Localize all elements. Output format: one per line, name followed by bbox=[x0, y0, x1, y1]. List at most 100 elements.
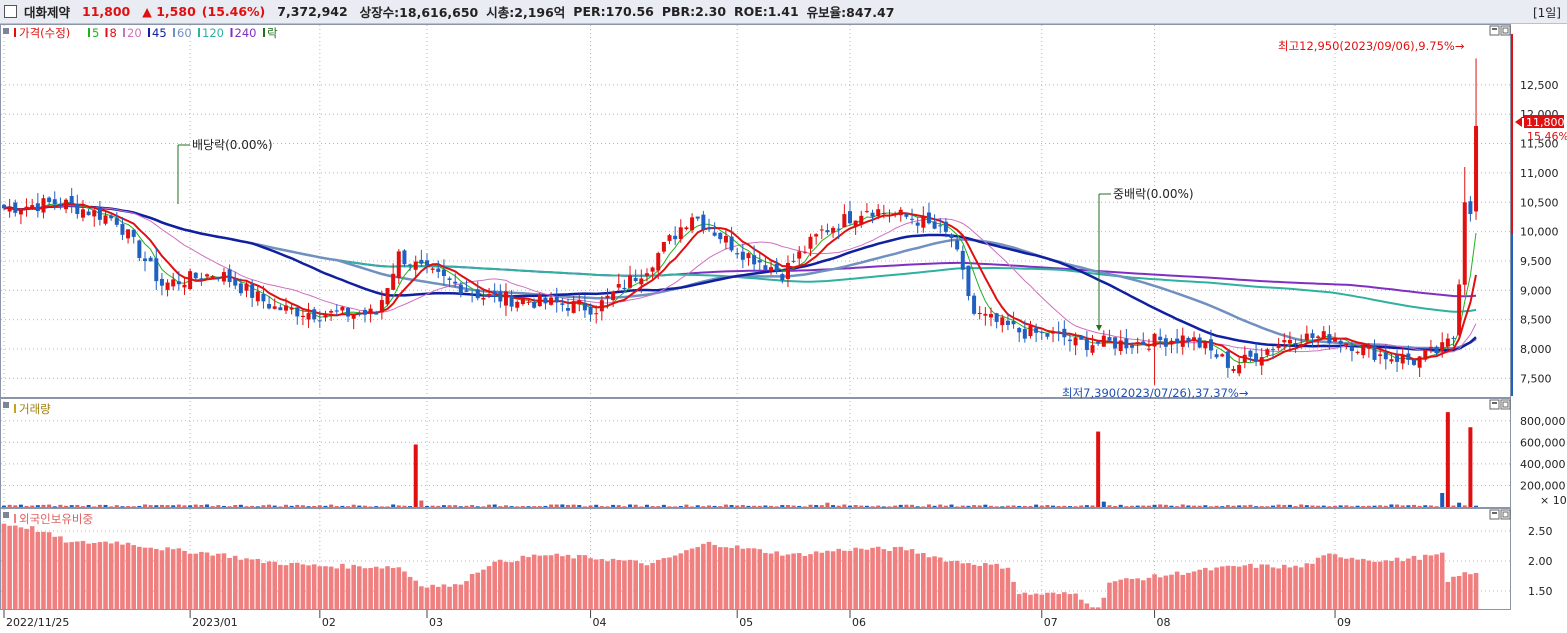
foreign-bar bbox=[176, 548, 182, 609]
period-selector[interactable]: [1일] bbox=[1532, 6, 1561, 20]
foreign-bar bbox=[447, 586, 452, 609]
volume-legend: 거래량 bbox=[3, 402, 51, 416]
candle bbox=[233, 278, 238, 286]
volume-bar bbox=[58, 504, 63, 507]
candle bbox=[1084, 339, 1089, 351]
foreign-bar bbox=[1067, 594, 1073, 609]
foreign-bar bbox=[650, 562, 655, 609]
candle bbox=[1045, 333, 1050, 337]
volume-bar bbox=[238, 504, 243, 507]
candle bbox=[408, 264, 413, 266]
candle bbox=[1468, 201, 1473, 214]
foreign-bar bbox=[373, 566, 379, 609]
foreign-bar bbox=[1197, 569, 1202, 609]
candle bbox=[893, 214, 898, 216]
candle bbox=[729, 236, 734, 251]
candle bbox=[915, 222, 920, 226]
foreign-bar bbox=[983, 563, 988, 609]
stock-name[interactable]: 대화제약 bbox=[24, 5, 71, 20]
foreign-bar bbox=[272, 561, 278, 609]
volume-bar bbox=[1282, 505, 1287, 507]
volume-bar bbox=[1361, 505, 1366, 507]
volume-bar bbox=[1349, 506, 1354, 508]
candle bbox=[808, 236, 813, 249]
foreign-bar bbox=[1163, 575, 1169, 609]
foreign-bar bbox=[723, 547, 729, 609]
candle bbox=[176, 281, 181, 285]
select-checkbox[interactable] bbox=[4, 5, 17, 18]
foreign-bar bbox=[954, 560, 960, 609]
candle bbox=[109, 215, 114, 219]
candle bbox=[1423, 350, 1428, 360]
volume-bar bbox=[1124, 506, 1129, 508]
foreign-bar bbox=[565, 554, 571, 609]
candle bbox=[1039, 331, 1044, 333]
price-tick-label: 9,000 bbox=[1520, 284, 1552, 297]
volume-bar bbox=[802, 506, 807, 508]
candle bbox=[402, 250, 407, 265]
foreign-bar bbox=[892, 547, 898, 609]
foreign-bar bbox=[221, 553, 227, 609]
volume-bar bbox=[752, 505, 757, 507]
candle bbox=[120, 224, 125, 235]
volume-bar bbox=[893, 505, 898, 507]
volume-bar bbox=[1118, 504, 1123, 507]
low-price-label: 최저7,390(2023/07/26),37.37%→ bbox=[1062, 386, 1249, 400]
price-panel-frame bbox=[0, 24, 1511, 398]
candle bbox=[250, 284, 255, 298]
volume-bar bbox=[131, 506, 136, 508]
candle bbox=[1186, 337, 1191, 342]
volume-bar bbox=[289, 505, 294, 507]
foreign-bar bbox=[294, 562, 300, 609]
candle bbox=[1005, 320, 1010, 325]
foreign-bar bbox=[1327, 553, 1332, 609]
panel-icon bbox=[3, 28, 9, 34]
candle bbox=[1090, 345, 1095, 353]
candle bbox=[949, 234, 954, 239]
foreign-bar bbox=[1180, 574, 1186, 609]
foreign-bar bbox=[120, 544, 125, 609]
volume-bar bbox=[797, 505, 802, 507]
foreign-bar bbox=[1304, 563, 1310, 609]
volume-bar bbox=[746, 505, 751, 507]
candle bbox=[712, 232, 717, 236]
volume-bar bbox=[92, 506, 97, 508]
foreign-bar bbox=[802, 555, 808, 609]
candle bbox=[955, 240, 960, 250]
candle bbox=[385, 288, 390, 305]
foreign-bar bbox=[740, 548, 746, 609]
volume-bar bbox=[571, 504, 576, 507]
ma-legend-label: 240 bbox=[235, 26, 257, 40]
foreign-bar bbox=[300, 564, 306, 609]
candle bbox=[859, 215, 864, 225]
price-tick-label: 12,500 bbox=[1520, 79, 1559, 92]
foreign-bar bbox=[35, 531, 41, 609]
volume-bar bbox=[1333, 505, 1338, 507]
volume-bar bbox=[188, 505, 193, 507]
candle bbox=[599, 300, 604, 312]
candle bbox=[255, 291, 260, 302]
candle bbox=[114, 218, 119, 225]
foreign-tick-label: 1.50 bbox=[1528, 585, 1553, 598]
candle bbox=[368, 308, 373, 314]
foreign-bar bbox=[1445, 581, 1451, 609]
candle bbox=[1248, 350, 1253, 357]
candle bbox=[1180, 335, 1185, 347]
foreign-bar bbox=[949, 561, 954, 609]
candle bbox=[159, 278, 164, 286]
candle bbox=[329, 311, 334, 313]
price-tick-label: 9,500 bbox=[1520, 255, 1552, 268]
volume-bar bbox=[684, 504, 689, 507]
foreign-bar bbox=[492, 561, 497, 609]
panel-controls[interactable] bbox=[1489, 25, 1511, 520]
volume-bar bbox=[233, 505, 238, 507]
foreign-bar bbox=[1090, 607, 1095, 609]
candle bbox=[1265, 349, 1270, 355]
candle bbox=[1073, 337, 1078, 346]
foreign-bar bbox=[317, 566, 323, 609]
volume-bar bbox=[1434, 506, 1439, 508]
volume-tick-label: 800,000 bbox=[1520, 415, 1566, 428]
market-cap: 시총:2,196억 bbox=[486, 5, 566, 20]
foreign-bar bbox=[921, 552, 926, 609]
foreign-bar bbox=[1084, 603, 1090, 609]
